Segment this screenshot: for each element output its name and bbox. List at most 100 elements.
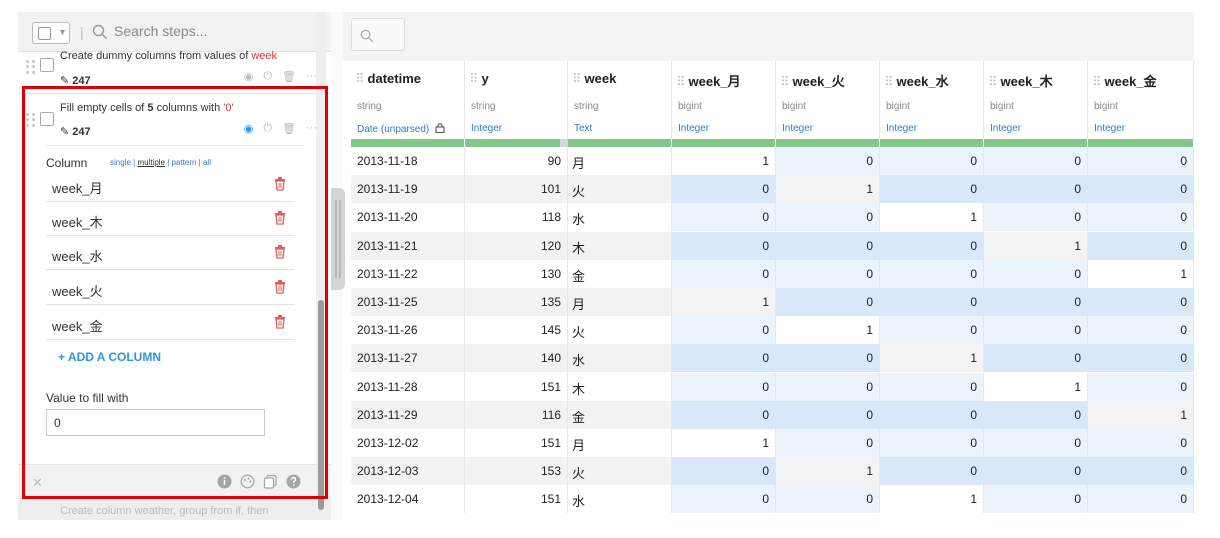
- column-header[interactable]: ⠿ week_月 bigint Integer: [672, 61, 776, 139]
- table-cell[interactable]: 145: [465, 316, 568, 345]
- table-cell[interactable]: 2013-11-28: [351, 372, 465, 401]
- table-cell[interactable]: 0: [1088, 175, 1194, 204]
- table-cell[interactable]: 116: [465, 400, 568, 429]
- step-create-column-weather[interactable]: Create column weather, group from if, th…: [18, 500, 331, 520]
- table-cell[interactable]: 2013-11-20: [351, 203, 465, 232]
- table-cell[interactable]: 0: [984, 344, 1088, 373]
- table-cell[interactable]: 2013-11-22: [351, 259, 465, 288]
- table-cell[interactable]: 水: [568, 485, 672, 514]
- table-cell[interactable]: 0: [776, 344, 880, 373]
- drag-handle-icon[interactable]: ⠿: [988, 74, 997, 89]
- table-cell[interactable]: 水: [568, 203, 672, 232]
- chevron-down-icon[interactable]: ▼: [58, 27, 67, 37]
- table-cell[interactable]: 0: [984, 485, 1088, 514]
- table-cell[interactable]: 101: [465, 175, 568, 204]
- steps-scrollbar-track[interactable]: [316, 12, 326, 520]
- table-cell[interactable]: 0: [672, 372, 776, 401]
- table-cell[interactable]: 0: [776, 429, 880, 457]
- table-cell[interactable]: 1: [984, 231, 1088, 260]
- table-cell[interactable]: 0: [1088, 316, 1194, 345]
- add-column-button[interactable]: + ADD A COLUMN: [58, 350, 161, 364]
- table-cell[interactable]: 0: [672, 316, 776, 345]
- table-cell[interactable]: 月: [568, 147, 672, 175]
- table-row[interactable]: 2013-12-04 151 水 0 0 1 0 0: [351, 485, 1194, 514]
- delete-icon[interactable]: [274, 315, 286, 329]
- step-create-dummy-columns[interactable]: Create dummy columns from values of week…: [18, 50, 331, 94]
- table-cell[interactable]: 0: [880, 316, 984, 345]
- table-cell[interactable]: 1: [1088, 259, 1194, 288]
- table-cell[interactable]: 火: [568, 457, 672, 486]
- column-semantic-type[interactable]: Integer: [678, 123, 709, 134]
- column-semantic-type[interactable]: Integer: [886, 123, 917, 134]
- table-cell[interactable]: 2013-12-04: [351, 485, 465, 514]
- table-cell[interactable]: 火: [568, 175, 672, 204]
- trash-icon[interactable]: 🗑: [282, 71, 296, 83]
- more-icon[interactable]: ···: [306, 70, 317, 82]
- steps-scrollbar-thumb[interactable]: [318, 300, 324, 510]
- table-row[interactable]: 2013-11-27 140 水 0 0 1 0 0: [351, 344, 1194, 373]
- mode-multiple[interactable]: multiple: [137, 158, 166, 167]
- column-header[interactable]: ⠿ week_金 bigint Integer: [1088, 61, 1194, 139]
- table-cell[interactable]: 0: [672, 203, 776, 232]
- trash-icon[interactable]: 🗑: [282, 123, 296, 135]
- table-cell[interactable]: 0: [880, 400, 984, 429]
- table-cell[interactable]: 0: [776, 485, 880, 514]
- drag-handle-icon[interactable]: ⠿: [355, 71, 364, 86]
- column-header[interactable]: ⠿ datetime string Date (unparsed): [351, 61, 465, 139]
- table-cell[interactable]: 0: [880, 147, 984, 175]
- copy-icon[interactable]: [263, 474, 278, 489]
- power-icon[interactable]: ⏻: [263, 122, 273, 134]
- table-cell[interactable]: 2013-11-26: [351, 316, 465, 345]
- table-cell[interactable]: 0: [776, 231, 880, 260]
- table-cell[interactable]: 0: [984, 147, 1088, 175]
- table-cell[interactable]: 1: [984, 372, 1088, 401]
- column-item[interactable]: week_水: [46, 236, 294, 270]
- table-cell[interactable]: 2013-11-29: [351, 400, 465, 429]
- table-cell[interactable]: 金: [568, 259, 672, 288]
- table-cell[interactable]: 1: [880, 485, 984, 514]
- search-steps-input[interactable]: Search steps...: [114, 23, 208, 39]
- delete-icon[interactable]: [274, 211, 286, 225]
- table-row[interactable]: 2013-11-25 135 月 1 0 0 0 0: [351, 288, 1194, 316]
- table-cell[interactable]: 0: [672, 231, 776, 260]
- table-cell[interactable]: 0: [984, 400, 1088, 429]
- table-cell[interactable]: 1: [672, 147, 776, 175]
- table-cell[interactable]: 0: [776, 259, 880, 288]
- table-cell[interactable]: 2013-12-02: [351, 429, 465, 457]
- table-cell[interactable]: 0: [880, 231, 984, 260]
- table-cell[interactable]: 月: [568, 429, 672, 457]
- table-cell[interactable]: 0: [880, 288, 984, 316]
- select-all-checkbox[interactable]: [38, 27, 51, 40]
- table-cell[interactable]: 木: [568, 372, 672, 401]
- table-cell[interactable]: 2013-11-25: [351, 288, 465, 316]
- table-cell[interactable]: 0: [672, 400, 776, 429]
- mode-single[interactable]: single: [110, 158, 131, 167]
- table-row[interactable]: 2013-11-26 145 火 0 1 0 0 0: [351, 316, 1194, 345]
- table-cell[interactable]: 0: [1088, 429, 1194, 457]
- delete-icon[interactable]: [274, 245, 286, 259]
- column-header[interactable]: ⠿ week_木 bigint Integer: [984, 61, 1088, 139]
- table-row[interactable]: 2013-12-03 153 火 0 1 0 0 0: [351, 457, 1194, 486]
- table-cell[interactable]: 1: [776, 457, 880, 486]
- eye-icon[interactable]: ◉: [243, 71, 254, 83]
- table-cell[interactable]: 金: [568, 400, 672, 429]
- table-cell[interactable]: 90: [465, 147, 568, 175]
- clear-icon[interactable]: ✕: [32, 475, 43, 490]
- table-cell[interactable]: 1: [672, 429, 776, 457]
- table-cell[interactable]: 0: [776, 147, 880, 175]
- table-cell[interactable]: 1: [776, 175, 880, 204]
- table-cell[interactable]: 153: [465, 457, 568, 486]
- column-header[interactable]: ⠿ y string Integer: [465, 61, 568, 139]
- table-cell[interactable]: 0: [984, 316, 1088, 345]
- table-cell[interactable]: 0: [1088, 344, 1194, 373]
- table-search-button[interactable]: [351, 18, 405, 51]
- table-cell[interactable]: 0: [880, 457, 984, 486]
- table-cell[interactable]: 0: [1088, 231, 1194, 260]
- table-cell[interactable]: 2013-11-19: [351, 175, 465, 204]
- delete-icon[interactable]: [274, 280, 286, 294]
- drag-handle-icon[interactable]: ⠿: [780, 74, 789, 89]
- column-semantic-type[interactable]: Integer: [782, 123, 813, 134]
- table-cell[interactable]: 0: [984, 175, 1088, 204]
- column-header[interactable]: ⠿ week_水 bigint Integer: [880, 61, 984, 139]
- column-item[interactable]: week_月: [46, 168, 294, 202]
